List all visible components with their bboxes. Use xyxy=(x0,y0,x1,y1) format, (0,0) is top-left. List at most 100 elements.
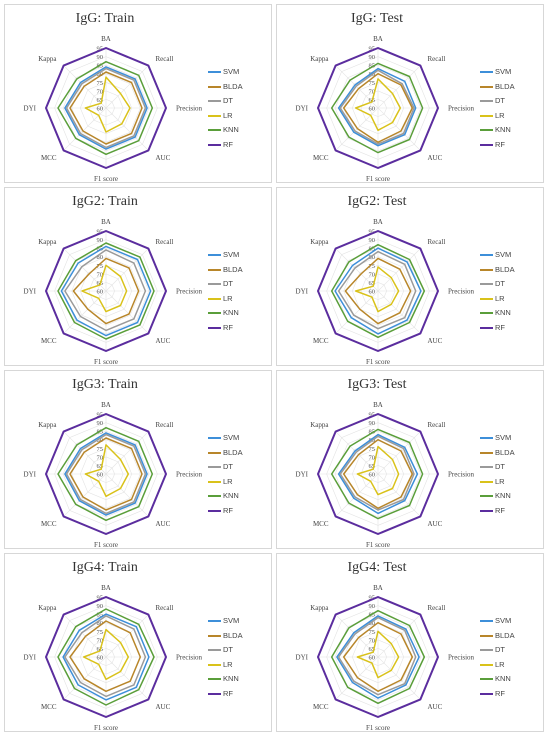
legend-swatch xyxy=(480,326,493,329)
legend-label: RF xyxy=(495,688,505,698)
panel-3: IgG2: Test 60 65 70 75 80 85 90 95 BA Recall Preci… xyxy=(276,187,544,366)
legend-item: SVM xyxy=(208,614,272,629)
radial-tick-label: 90 xyxy=(369,54,376,61)
legend-swatch xyxy=(208,283,221,285)
panel-title: IgG2: Train xyxy=(72,194,138,209)
radar-figure-grid: IgG: Train 60 65 70 75 80 85 90 95 BA Recall Preci… xyxy=(4,4,546,735)
axis-label: DYI xyxy=(296,288,309,296)
legend-label: SVM xyxy=(495,616,512,625)
legend-item: LR xyxy=(208,109,272,124)
legend-item: DT xyxy=(208,460,272,475)
series-knn-line xyxy=(57,242,155,340)
legend-label: LR xyxy=(495,476,505,486)
legend-item: SVM xyxy=(480,65,544,80)
axis-label: MCC xyxy=(313,154,329,162)
axis-label: Kappa xyxy=(38,238,57,246)
legend: SVM BLDA DT LR KNN RF xyxy=(480,248,544,335)
radial-tick-label: 60 xyxy=(97,655,104,662)
series-rf-line xyxy=(45,413,167,535)
legend-swatch xyxy=(480,634,493,637)
axis-label: BA xyxy=(373,218,383,226)
axis-label: F1 score xyxy=(94,541,118,549)
legend-swatch xyxy=(208,312,221,314)
legend-label: DT xyxy=(495,462,505,471)
grid-spoke xyxy=(63,248,107,292)
legend-swatch xyxy=(208,495,221,497)
axis-label: Precision xyxy=(448,471,475,479)
series-dt-line xyxy=(337,616,417,696)
axis-label: Precision xyxy=(176,288,203,296)
series-rf-line xyxy=(317,47,439,169)
legend-swatch xyxy=(208,71,221,73)
series-svm-line xyxy=(64,432,148,516)
legend-label: SVM xyxy=(495,67,512,76)
axis-label: DYI xyxy=(24,288,37,296)
legend-swatch xyxy=(480,678,493,680)
series-svm-line xyxy=(60,245,152,337)
panel-6: IgG4: Train 60 65 70 75 80 85 90 95 BA Recall Prec… xyxy=(4,553,272,732)
series-knn-line xyxy=(57,608,155,706)
legend-item: BLDA xyxy=(480,263,544,278)
radial-tick-label: 90 xyxy=(369,603,376,610)
radial-tick-label: 80 xyxy=(97,71,104,78)
axis-label: Precision xyxy=(176,471,203,479)
axis-label: F1 score xyxy=(94,724,118,732)
radial-tick-label: 65 xyxy=(369,280,376,287)
axis-label: Recall xyxy=(156,55,174,63)
grid-spoke xyxy=(63,431,107,475)
legend-item: RF xyxy=(208,504,272,519)
panel-2: IgG2: Train 60 65 70 75 80 85 90 95 BA Recall Prec… xyxy=(4,187,272,366)
radial-tick-label: 90 xyxy=(97,420,104,427)
legend-item: RF xyxy=(208,138,272,153)
axis-label: Recall xyxy=(156,604,174,612)
legend-label: RF xyxy=(223,505,233,515)
grid-spoke xyxy=(335,65,379,109)
radial-tick-label: 80 xyxy=(97,620,104,627)
legend-swatch xyxy=(208,437,221,439)
radial-tick-label: 90 xyxy=(369,237,376,244)
series-rf-line xyxy=(317,413,439,535)
grid-spoke xyxy=(105,107,149,151)
series-blda-line xyxy=(342,72,414,144)
legend-item: BLDA xyxy=(480,629,544,644)
radial-tick-label: 95 xyxy=(369,46,376,53)
series-blda-line xyxy=(344,257,412,325)
axis-label: MCC xyxy=(41,520,57,528)
grid-spoke xyxy=(105,65,149,109)
legend-swatch xyxy=(208,129,221,131)
series-svm-line xyxy=(336,615,420,699)
series-knn-line xyxy=(57,60,154,156)
panel-7: IgG4: Test 60 65 70 75 80 85 90 95 BA Recall Preci… xyxy=(276,553,544,732)
radial-tick-label: 85 xyxy=(97,246,104,253)
legend-swatch xyxy=(208,268,221,271)
legend-item: RF xyxy=(480,138,544,153)
legend-item: SVM xyxy=(208,431,272,446)
legend-item: LR xyxy=(208,292,272,307)
series-knn-line xyxy=(330,428,424,520)
radial-tick-label: 60 xyxy=(97,106,104,113)
panel-title: IgG4: Test xyxy=(347,560,407,575)
radial-tick-label: 80 xyxy=(97,254,104,261)
legend-item: KNN xyxy=(208,306,272,321)
legend-label: SVM xyxy=(223,250,240,259)
radial-tick-label: 90 xyxy=(97,603,104,610)
series-svm-line xyxy=(337,433,419,515)
legend-item: DT xyxy=(480,643,544,658)
axis-label: Precision xyxy=(448,105,475,113)
series-lr-line xyxy=(84,444,130,498)
radial-tick-label: 85 xyxy=(369,63,376,70)
legend-swatch xyxy=(480,509,493,512)
axis-label: AUC xyxy=(428,337,443,345)
legend-item: SVM xyxy=(208,248,272,263)
legend-item: LR xyxy=(480,475,544,490)
series-blda-line xyxy=(72,257,140,325)
grid-spoke xyxy=(63,65,107,109)
radial-tick-label: 60 xyxy=(369,472,376,479)
radial-tick-label: 75 xyxy=(369,80,376,87)
radial-tick-label: 70 xyxy=(97,454,104,461)
radial-tick-label: 90 xyxy=(369,420,376,427)
axis-label: Recall xyxy=(428,238,446,246)
